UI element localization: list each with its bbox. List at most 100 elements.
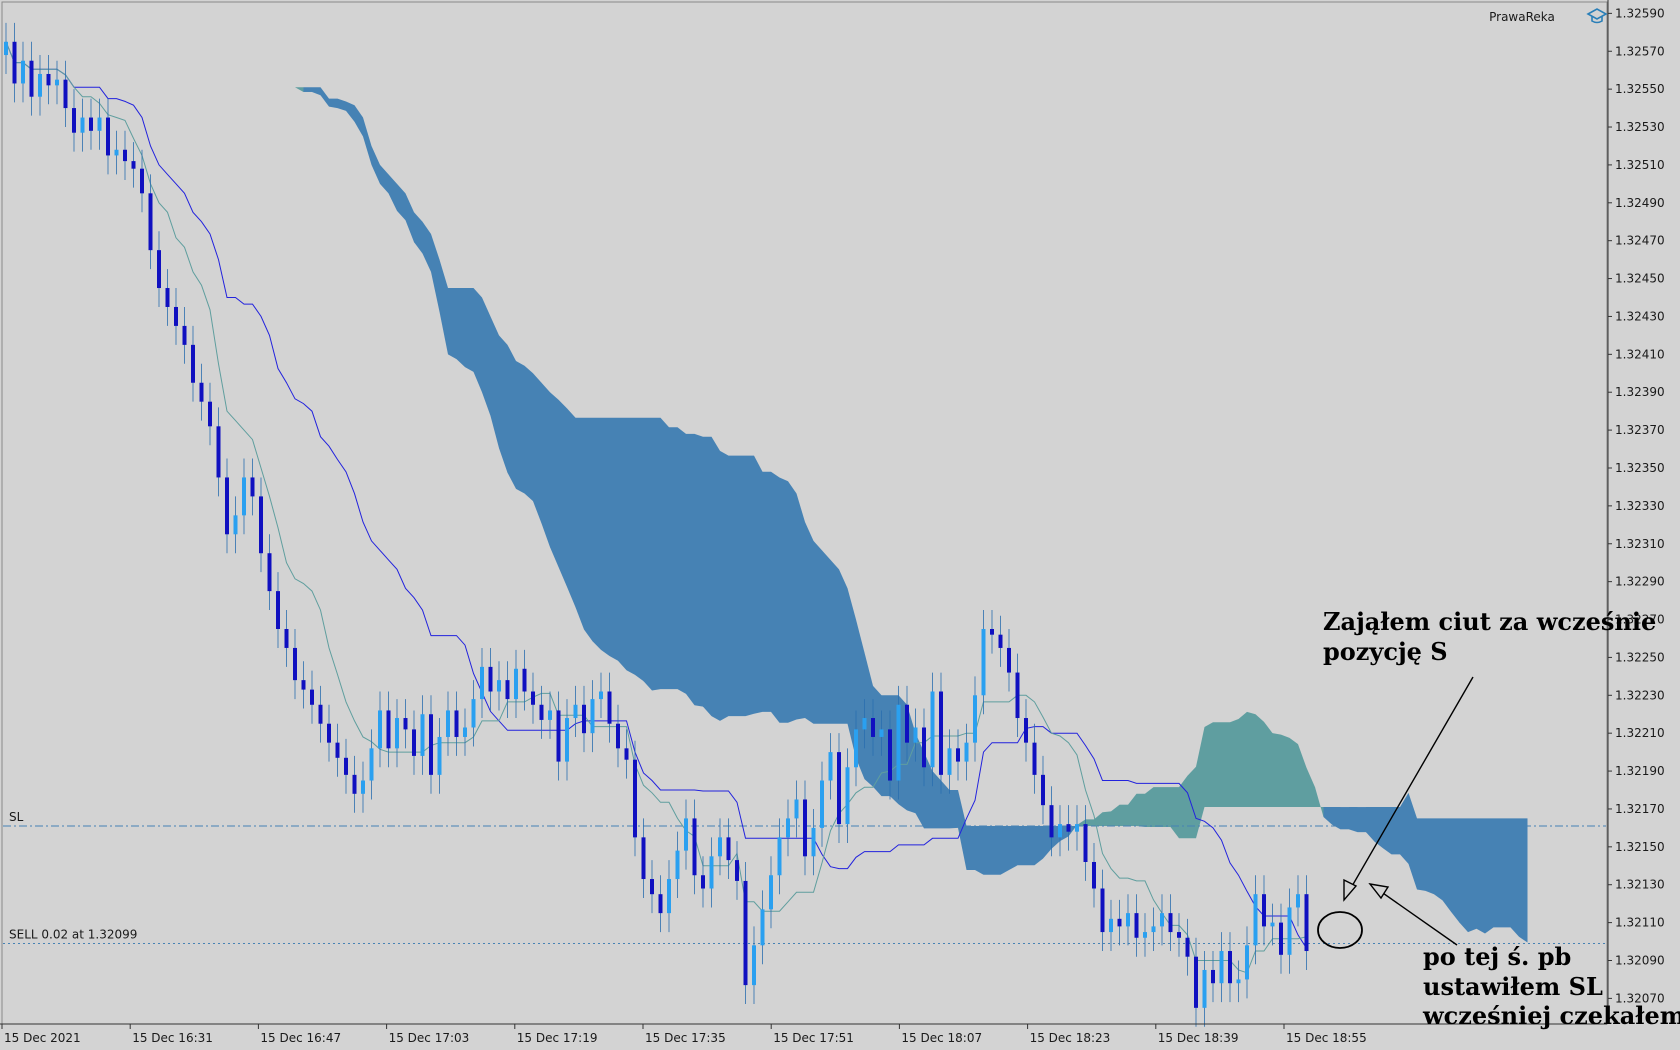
candle-bear	[174, 306, 178, 326]
cloud-bear-segment	[686, 433, 695, 706]
candle-bear	[131, 161, 136, 169]
cloud-bear-segment	[643, 417, 652, 691]
cloud-bear-segment	[1408, 792, 1417, 890]
cloud-bear-segment	[847, 588, 856, 759]
cloud-bear-segment	[592, 417, 601, 650]
candle-bear	[301, 680, 306, 690]
price-tick-label: 1.32090	[1615, 953, 1665, 967]
indicator-lines	[5, 41, 1307, 974]
cloud-bear-segment	[456, 288, 465, 368]
price-line-label: SL	[9, 810, 24, 824]
candle-bull	[811, 827, 816, 857]
candle-bear	[1211, 969, 1215, 984]
cloud-bear-segment	[541, 382, 550, 548]
cloud-bear-segment	[422, 221, 431, 272]
candle-bear	[1117, 918, 1122, 927]
candle-bear	[650, 879, 654, 895]
candle-bull	[794, 799, 799, 819]
annotation-sl-line-1: po tej ś. pb	[1423, 942, 1571, 971]
cloud-bear-segment	[924, 752, 933, 829]
candle-bear	[344, 757, 348, 775]
candle-bear	[403, 718, 408, 730]
candle-bear	[556, 710, 561, 762]
candle-bear	[267, 553, 272, 592]
cloud-bull-segment	[1153, 787, 1162, 827]
candle-bull	[420, 714, 425, 756]
candle-bear	[1168, 913, 1173, 933]
candle-bull	[879, 729, 884, 737]
candle-bear	[692, 818, 697, 876]
cloud-bear-segment	[1417, 818, 1426, 891]
candle-bull	[1143, 932, 1147, 938]
time-axis[interactable]: 15 Dec 2021 15 Dec 16:31 15 Dec 16:47 15 De…	[0, 1023, 1607, 1045]
cloud-bear-segment	[1485, 818, 1494, 934]
cloud-bear-segment	[431, 234, 440, 312]
candle-bear	[1194, 956, 1198, 1008]
arrow-sl-line	[1369, 883, 1458, 946]
cloud-bull-segment	[1230, 718, 1239, 808]
candle-bear	[1083, 824, 1088, 862]
cloud-bear-segment	[941, 780, 950, 829]
cloud-bear-segment	[1323, 807, 1332, 825]
price-tick-label: 1.32270	[1615, 613, 1665, 627]
candle-bear	[310, 689, 314, 705]
cloud-bull-segment	[1298, 744, 1307, 808]
cloud-bear-segment	[448, 288, 457, 360]
price-axis[interactable]: 1.32590 1.32570 1.32550 1.32530 1.32510 1.324…	[1607, 0, 1665, 1024]
arrow-entry-head	[1343, 878, 1358, 902]
time-tick-label: 15 Dec 18:23	[1030, 1031, 1111, 1045]
cloud-bear-segment	[890, 695, 899, 805]
candle-bull	[548, 710, 552, 720]
candle-bull	[1109, 918, 1113, 933]
candle-bull	[114, 149, 119, 156]
candle-bull	[80, 117, 85, 133]
cloud-bear-segment	[1043, 825, 1052, 859]
cloud-bear-segment	[635, 417, 644, 682]
time-tick-label: 15 Dec 16:31	[132, 1031, 213, 1045]
cloud-bull-segment	[295, 87, 304, 92]
cloud-bear-segment	[388, 174, 397, 211]
cloud-bear-segment	[992, 825, 1001, 875]
price-tick-label: 1.32410	[1615, 347, 1665, 361]
cloud-bear-segment	[822, 550, 831, 724]
cloud-bear-segment	[805, 521, 814, 724]
candle-bear	[165, 288, 170, 307]
cloud-bear-segment	[958, 790, 967, 871]
candle-bear	[871, 718, 875, 737]
time-tick-label: 15 Dec 2021	[4, 1031, 81, 1045]
candle-bear	[259, 496, 263, 554]
candle-bear	[922, 727, 926, 768]
cloud-bear-segment	[1442, 818, 1451, 912]
cloud-bear-segment	[779, 477, 788, 723]
candle-bear	[225, 477, 229, 535]
cloud-bull-segment	[1272, 733, 1281, 808]
candle-bull	[233, 515, 238, 535]
candle-bear	[12, 41, 17, 84]
candle-bear	[735, 860, 739, 881]
candle-bull	[981, 628, 986, 696]
price-tick-label: 1.32370	[1615, 423, 1665, 437]
cloud-bear-segment	[830, 559, 839, 724]
candle-bear	[641, 837, 646, 880]
candle-bear	[956, 748, 960, 762]
candle-bear	[335, 742, 340, 758]
candle-bear	[293, 647, 297, 681]
price-tick-label: 1.32230	[1615, 688, 1665, 702]
candle-bear	[939, 691, 943, 775]
candle-bear	[72, 108, 76, 133]
brand-name: PrawaReka	[1489, 10, 1555, 24]
candle-bull	[242, 477, 246, 516]
candle-bear	[539, 704, 544, 720]
candle-bear	[1304, 894, 1309, 952]
cloud-bear-segment	[550, 392, 559, 567]
cloud-bear-segment	[907, 704, 916, 814]
candle-bull	[752, 945, 756, 986]
candle-bear	[1049, 805, 1054, 838]
graduation-cap-icon	[1586, 8, 1608, 24]
candle-bear	[990, 628, 994, 635]
cloud-bear-segment	[303, 87, 312, 92]
arrow-entry-line	[1343, 676, 1474, 901]
candle-bull	[463, 727, 467, 737]
cloud-bear-segment	[1400, 792, 1409, 864]
